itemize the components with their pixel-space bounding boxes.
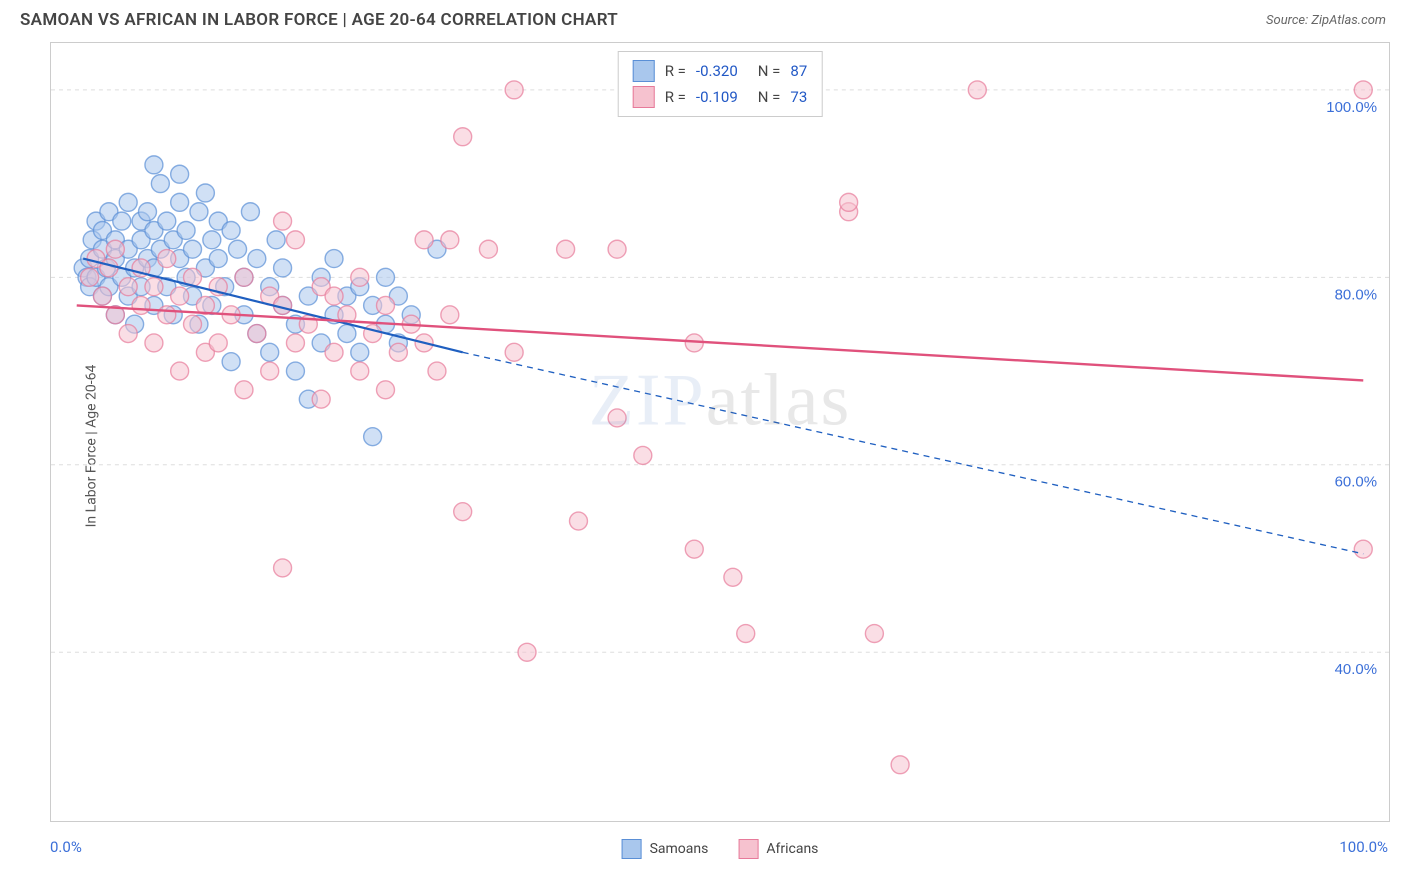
chart-source: Source: ZipAtlas.com	[1266, 13, 1386, 28]
chart-area: 40.0%60.0%80.0%100.0% ZIPatlas R = -0.32…	[50, 42, 1390, 822]
legend-label-africans: Africans	[766, 841, 818, 857]
svg-text:60.0%: 60.0%	[1335, 474, 1377, 491]
r-label: R =	[665, 62, 686, 80]
r-value-samoans: -0.320	[696, 62, 738, 80]
swatch-samoans-icon	[622, 839, 642, 859]
n-value-samoans: 87	[790, 62, 807, 80]
legend-item-samoans: Samoans	[622, 839, 709, 859]
chart-title: SAMOAN VS AFRICAN IN LABOR FORCE | AGE 2…	[20, 10, 618, 30]
r-value-africans: -0.109	[696, 88, 738, 106]
correlation-row-africans: R = -0.109 N = 73	[633, 84, 808, 110]
swatch-samoans-icon	[633, 60, 655, 82]
n-value-africans: 73	[790, 88, 807, 106]
svg-text:100.0%: 100.0%	[1326, 99, 1377, 116]
chart-header: SAMOAN VS AFRICAN IN LABOR FORCE | AGE 2…	[0, 0, 1406, 36]
series-legend: Samoans Africans	[622, 839, 819, 859]
n-label: N =	[758, 62, 781, 80]
correlation-row-samoans: R = -0.320 N = 87	[633, 58, 808, 84]
legend-label-samoans: Samoans	[650, 841, 709, 857]
svg-text:40.0%: 40.0%	[1335, 661, 1377, 678]
swatch-africans-icon	[633, 86, 655, 108]
x-axis-max-label: 100.0%	[1339, 838, 1388, 856]
n-label: N =	[758, 88, 781, 106]
r-label: R =	[665, 88, 686, 106]
svg-text:80.0%: 80.0%	[1335, 286, 1377, 303]
correlation-legend: R = -0.320 N = 87 R = -0.109 N = 73	[618, 51, 823, 117]
scatter-plot-svg: 40.0% 60.0% 80.0% 100.0%	[51, 43, 1389, 821]
legend-item-africans: Africans	[738, 839, 818, 859]
swatch-africans-icon	[738, 839, 758, 859]
x-axis-min-label: 0.0%	[50, 838, 82, 856]
